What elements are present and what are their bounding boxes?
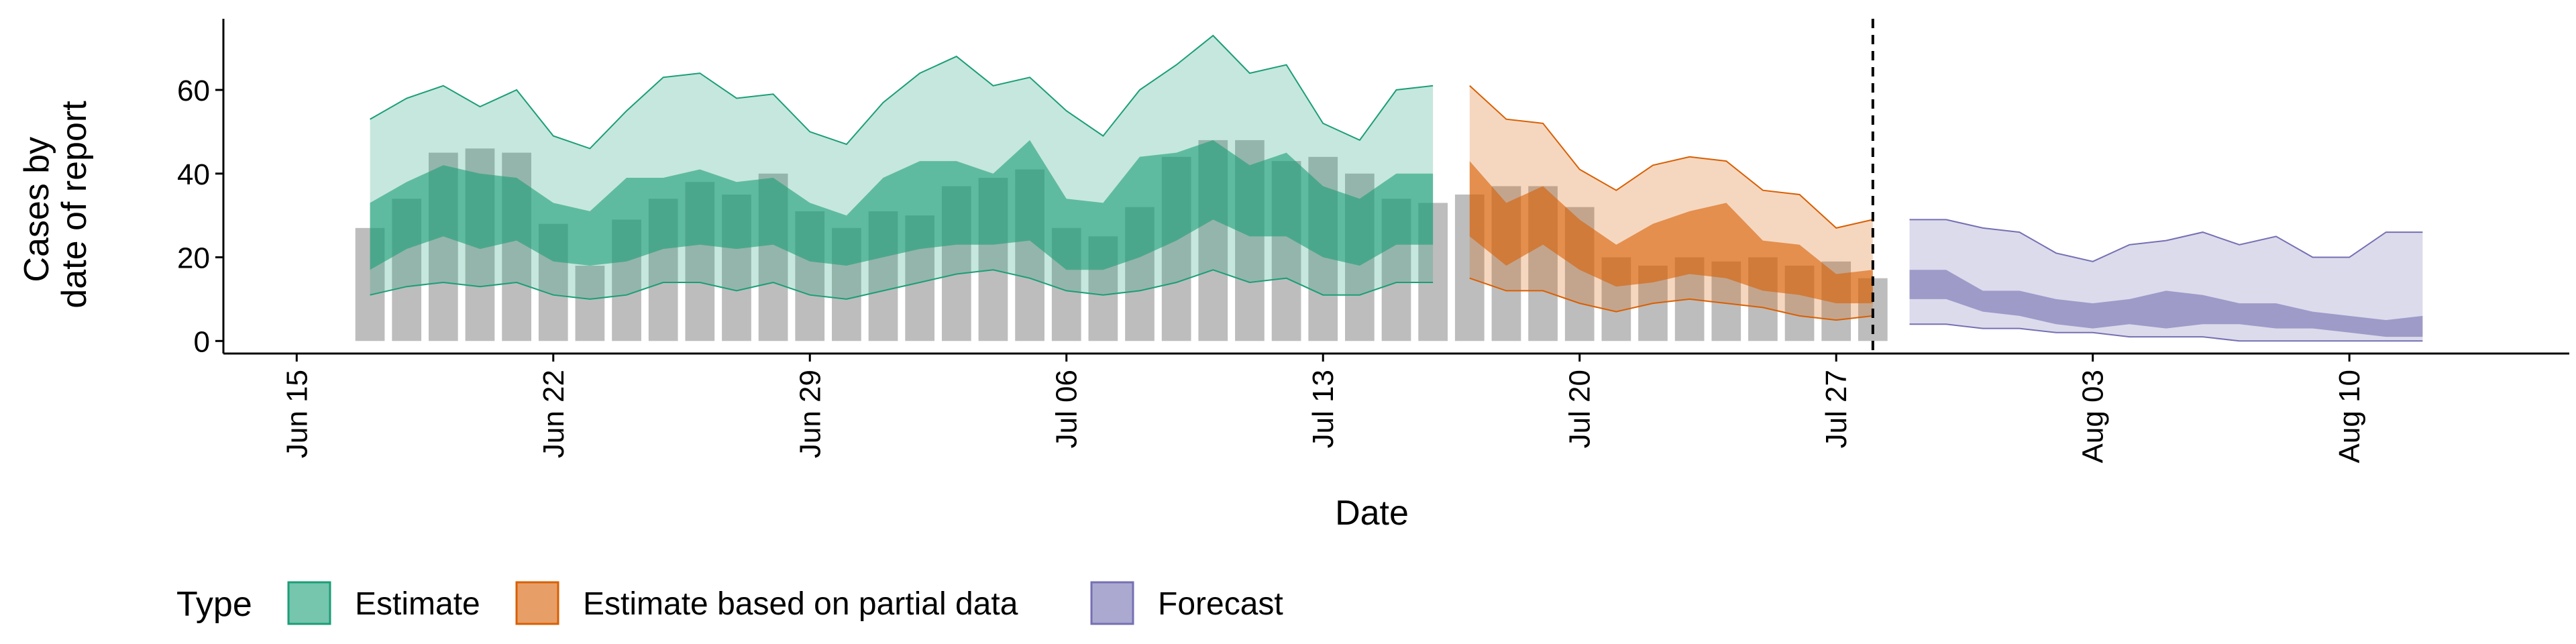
series-forecast (1909, 219, 2423, 342)
x-tick-label: Jul 06 (1051, 370, 1083, 448)
legend-title: Type (176, 585, 252, 624)
x-tick-label: Aug 10 (2333, 370, 2366, 463)
upper-line-forecast (1909, 219, 2423, 262)
upper-line-estimate-based-on-partial-data (1469, 85, 1874, 229)
band-50-forecast (1909, 270, 2423, 337)
band-50-estimate-based-on-partial-data (1469, 161, 1873, 304)
y-tick-label: 40 (177, 158, 210, 191)
legend-label: Estimate based on partial data (583, 586, 1018, 622)
band-50-estimate (370, 140, 1434, 270)
legend-item: Forecast (1090, 581, 1283, 625)
upper-line-estimate (370, 34, 1434, 150)
x-tick-label: Jul 20 (1564, 370, 1597, 448)
legend-label: Forecast (1158, 586, 1283, 622)
y-tick-label: 0 (194, 325, 210, 358)
legend-swatch (515, 581, 559, 625)
y-ticks: 0 20 40 60 (177, 74, 223, 358)
lower-line-estimate (370, 269, 1434, 300)
y-axis-title-line-1: Cases by (17, 137, 56, 282)
y-tick-label: 20 (177, 242, 210, 275)
x-tick-label: Jun 29 (794, 370, 826, 458)
lower-line-estimate-based-on-partial-data (1469, 277, 1873, 321)
bands-layer (370, 34, 2423, 342)
bar (575, 266, 605, 341)
x-tick-label: Jul 13 (1307, 370, 1340, 448)
lower-line-forecast (1909, 323, 2423, 342)
x-tick-label: Aug 03 (2077, 370, 2110, 463)
legend-item: Estimate based on partial data (515, 581, 1018, 625)
x-tick-label: Jul 27 (1820, 370, 1853, 448)
x-tick-label: Jun 15 (280, 370, 313, 458)
x-axis-title: Date (1335, 494, 1409, 533)
x-ticks: Jun 15 Jun 22 Jun 29 Jul 06 Jul 13 Jul 20 Jul … (280, 354, 2366, 463)
y-tick-label: 60 (177, 74, 210, 107)
series-estimate (370, 34, 1434, 300)
legend: Type Estimate Estimate based on partial d… (176, 581, 1283, 625)
series-estimate-based-on-partial-data (1469, 85, 1874, 321)
y-axis-title-line-2: date of report (55, 101, 94, 309)
y-axis-title: Cases by date of report (17, 101, 94, 309)
legend-swatch (1090, 581, 1134, 625)
legend-label: Estimate (355, 586, 480, 622)
x-tick-label: Jun 22 (537, 370, 570, 458)
legend-swatch (287, 581, 331, 625)
legend-item: Estimate (287, 581, 480, 625)
plot-area (355, 19, 2423, 354)
